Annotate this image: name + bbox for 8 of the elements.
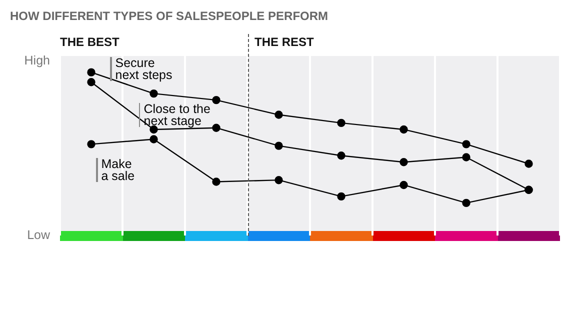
- text: THE BEST: [60, 35, 120, 49]
- text: Low: [27, 228, 51, 242]
- series-label: Make a sale: [101, 156, 135, 183]
- series-label: Secure next steps: [115, 56, 172, 82]
- series-label: Close to the next stage: [144, 102, 211, 128]
- chart-title: HOW DIFFERENT TYPES OF SALESPEOPLE PERFORM: [10, 9, 328, 23]
- text: THE REST: [254, 35, 315, 49]
- text: High: [24, 53, 50, 68]
